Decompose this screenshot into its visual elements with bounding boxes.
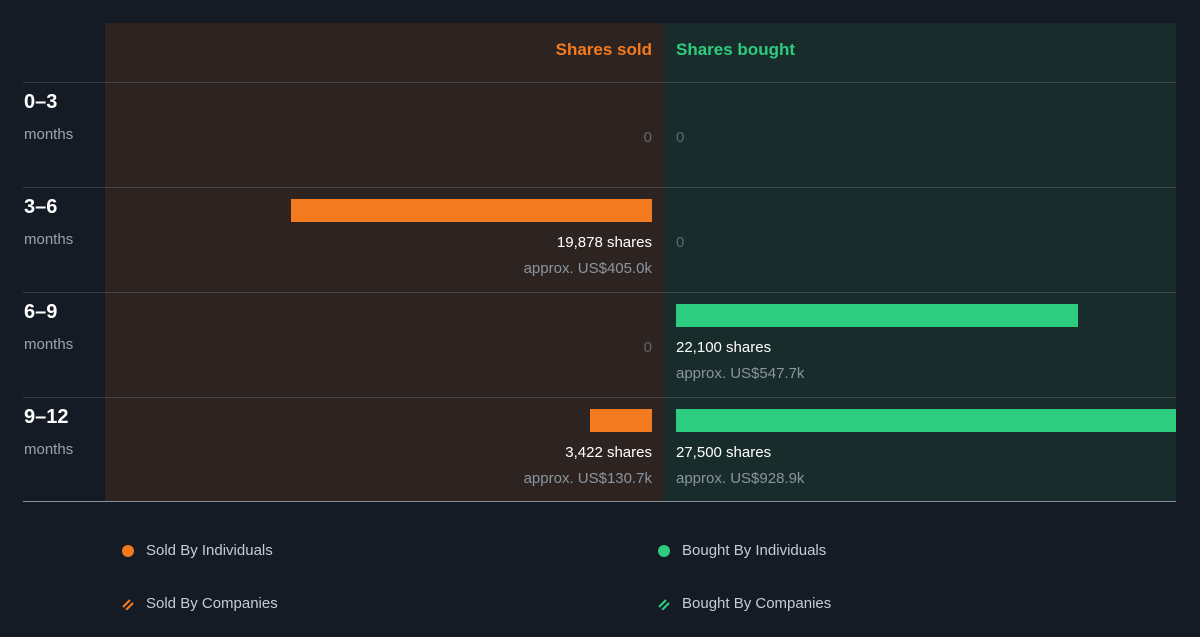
solid-dot-icon [122,544,134,557]
period-range-label: 6–9 [24,301,58,323]
bought-shares-label: 22,100 shares [676,339,772,356]
bought-column-header: Shares bought [676,40,796,59]
bought-shares-label: 27,500 shares [676,444,772,461]
hatched-dot-icon [122,598,134,610]
sold-zero-label: 0 [643,339,652,356]
legend-sold-individuals[interactable]: Sold By Individuals [122,542,273,559]
legend-label: Bought By Companies [682,595,832,612]
bought-zero-label: 0 [676,129,685,146]
bought-zero-label: 0 [676,234,685,251]
legend-bought-companies[interactable]: Bought By Companies [658,595,831,612]
row-divider [23,187,1176,188]
row-divider [23,397,1176,398]
period-range-label: 3–6 [24,196,58,218]
solid-dot-icon [658,544,670,557]
bought-approx-value: approx. US$928.9k [676,470,805,487]
row-divider [23,292,1176,293]
sold-approx-value: approx. US$130.7k [523,470,652,487]
period-unit-label: months [24,231,74,248]
bought-bar [676,304,1078,327]
period-range-label: 9–12 [24,406,69,428]
sold-bar [291,199,652,222]
hatched-dot-icon [658,598,670,610]
sold-shares-label: 3,422 shares [565,444,652,461]
period-unit-label: months [24,441,74,458]
legend-sold-companies[interactable]: Sold By Companies [122,595,278,612]
row-divider [23,82,1176,83]
bottom-axis-line [23,501,1176,502]
sold-bar [590,409,652,432]
sold-column-header: Shares sold [555,40,652,59]
sold-approx-value: approx. US$405.0k [523,260,652,277]
legend-label: Sold By Companies [146,595,278,612]
period-range-label: 0–3 [24,91,58,113]
sold-shares-label: 19,878 shares [556,234,652,251]
bought-approx-value: approx. US$547.7k [676,365,805,382]
legend-label: Bought By Individuals [682,542,827,559]
sold-panel [105,23,664,501]
legend-label: Sold By Individuals [146,542,273,559]
period-unit-label: months [24,126,74,143]
bought-bar [676,409,1176,432]
legend-bought-individuals[interactable]: Bought By Individuals [658,542,826,559]
sold-zero-label: 0 [643,129,652,146]
period-unit-label: months [24,336,74,353]
